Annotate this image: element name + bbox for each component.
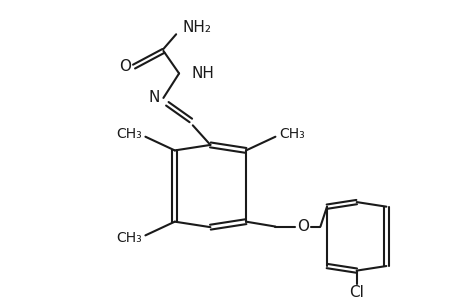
Text: N: N bbox=[149, 90, 160, 105]
Text: O: O bbox=[296, 219, 308, 234]
Text: CH₃: CH₃ bbox=[279, 127, 304, 141]
Text: CH₃: CH₃ bbox=[116, 127, 141, 141]
Text: CH₃: CH₃ bbox=[116, 231, 141, 245]
Text: Cl: Cl bbox=[348, 285, 364, 300]
Text: O: O bbox=[119, 59, 131, 74]
Text: NH₂: NH₂ bbox=[182, 20, 211, 35]
Text: NH: NH bbox=[191, 66, 214, 81]
